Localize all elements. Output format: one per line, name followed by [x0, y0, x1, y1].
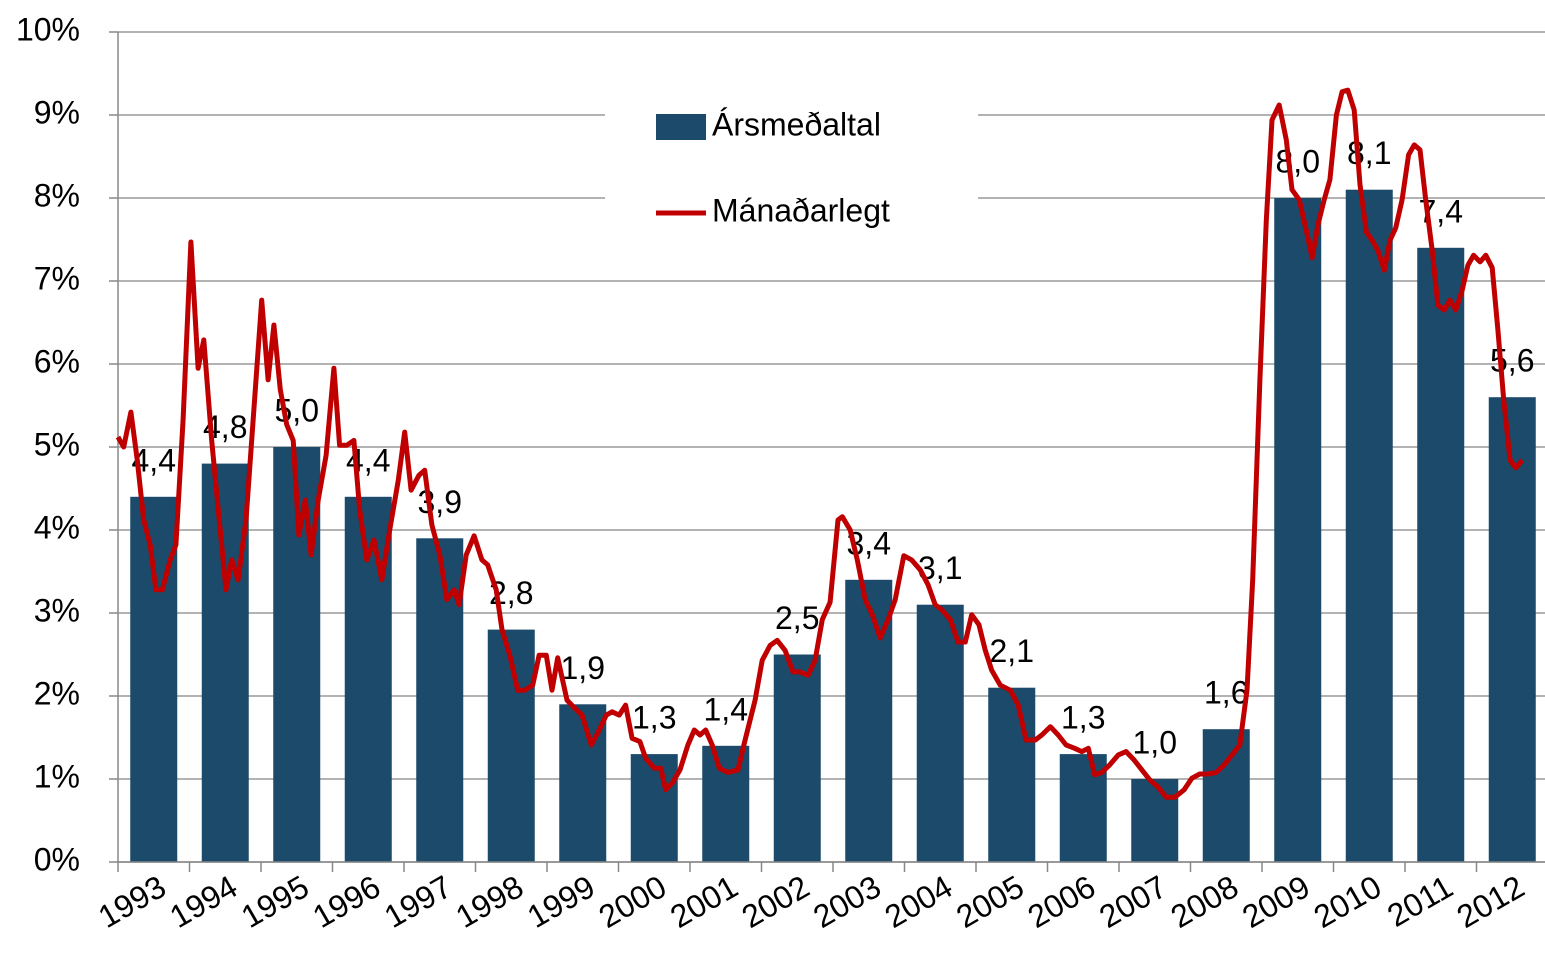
x-tick-label: 1996 [307, 868, 387, 935]
data-label: 8,0 [1276, 143, 1320, 179]
x-tick-label: 1993 [92, 868, 172, 935]
data-label: 2,1 [990, 633, 1034, 669]
data-label: 1,9 [561, 650, 605, 686]
x-tick-label: 2000 [593, 868, 673, 935]
legend-label: Mánaðarlegt [712, 192, 890, 228]
bar [916, 604, 964, 862]
data-label: 1,3 [1061, 700, 1105, 736]
y-tick-label: 3% [34, 592, 80, 628]
data-label: 1,3 [632, 700, 676, 736]
bar [1274, 198, 1322, 862]
bar [1417, 247, 1465, 863]
data-label: 1,6 [1204, 675, 1248, 711]
bar [201, 463, 249, 862]
bar [1345, 189, 1393, 862]
data-label: 1,0 [1133, 724, 1177, 760]
x-tick-label: 2006 [1022, 868, 1102, 935]
x-tick-label: 2012 [1451, 868, 1531, 935]
bar [1202, 729, 1250, 862]
x-tick-label: 1995 [235, 868, 315, 935]
y-tick-label: 10% [16, 11, 80, 47]
bar [1488, 397, 1536, 862]
y-tick-label: 1% [34, 758, 80, 794]
data-label: 5,6 [1490, 343, 1534, 379]
x-tick-label: 1997 [378, 868, 458, 935]
bar [1059, 754, 1107, 862]
data-label: 1,4 [704, 691, 748, 727]
bar [702, 745, 750, 862]
bar [988, 687, 1036, 862]
x-tick-label: 2005 [950, 868, 1030, 935]
x-tick-label: 2007 [1093, 868, 1173, 935]
x-tick-label: 2010 [1308, 868, 1388, 935]
x-tick-label: 1994 [164, 868, 244, 935]
data-label: 3,9 [418, 484, 462, 520]
data-label: 8,1 [1347, 135, 1391, 171]
x-tick-label: 2008 [1165, 868, 1245, 935]
y-tick-label: 7% [34, 260, 80, 296]
x-tick-label: 2002 [736, 868, 816, 935]
legend-label: Ársmeðaltal [712, 106, 881, 142]
bar [416, 538, 464, 862]
x-tick-label: 2003 [807, 868, 887, 935]
line [115, 87, 1525, 800]
bar [1131, 779, 1179, 862]
y-tick-label: 9% [34, 94, 80, 130]
x-tick-label: 1998 [450, 868, 530, 935]
x-tick-label: 2011 [1381, 868, 1459, 934]
x-tick-label: 2009 [1236, 868, 1316, 935]
bar [130, 496, 178, 862]
y-tick-label: 5% [34, 426, 80, 462]
x-tick-label: 2001 [664, 868, 744, 935]
bar [630, 754, 678, 862]
y-tick-label: 0% [34, 841, 80, 877]
x-tick-label: 2004 [879, 868, 959, 935]
y-tick-label: 8% [34, 177, 80, 213]
y-tick-label: 2% [34, 675, 80, 711]
x-tick-label: 1999 [521, 868, 601, 935]
legend-swatch [656, 114, 706, 140]
y-tick-label: 6% [34, 343, 80, 379]
data-label: 2,5 [775, 600, 819, 636]
bar [773, 654, 821, 862]
y-tick-label: 4% [34, 509, 80, 545]
